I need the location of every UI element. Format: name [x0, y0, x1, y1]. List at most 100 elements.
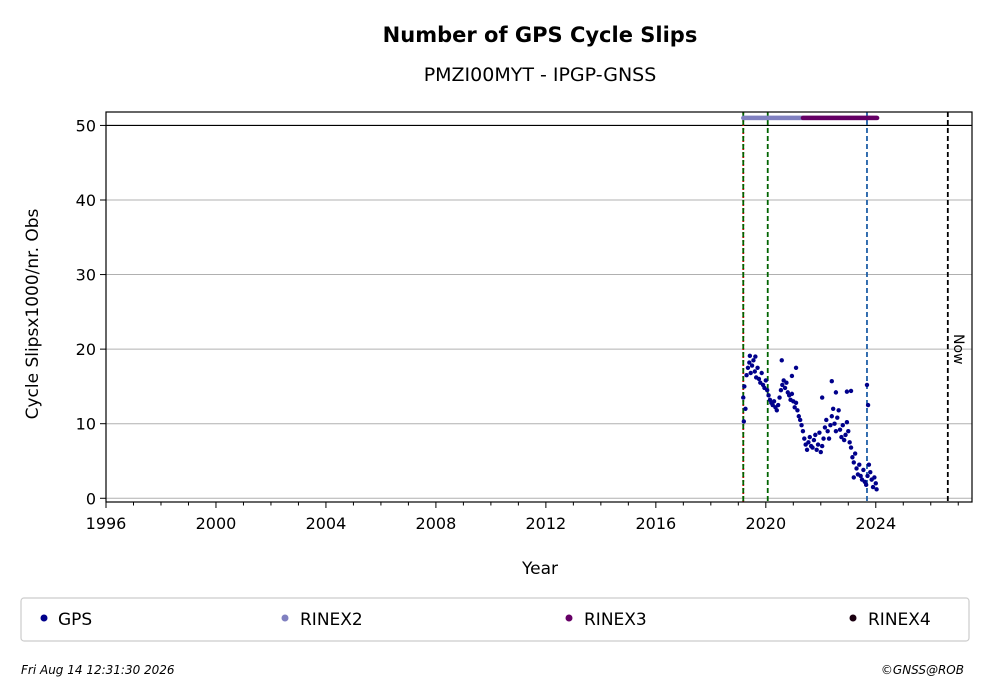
- legend-item-rinex3: RINEX3: [565, 610, 647, 630]
- point-gps: [814, 447, 819, 453]
- point-gps: [852, 451, 858, 456]
- x-tick-label: 1996: [86, 514, 127, 533]
- point-gps: [763, 378, 769, 383]
- point-gps: [759, 370, 764, 376]
- point-gps: [744, 373, 749, 378]
- point-gps: [806, 440, 811, 445]
- point-gps: [828, 422, 833, 428]
- legend-label-rinex3: RINEX3: [584, 610, 647, 630]
- point-gps: [843, 432, 848, 438]
- point-gps: [795, 408, 800, 413]
- point-gps: [782, 385, 788, 391]
- y-gridlines: [106, 124, 972, 499]
- x-tick-label: 2020: [745, 514, 786, 533]
- point-gps: [865, 402, 871, 408]
- point-gps: [784, 380, 789, 385]
- point-gps: [858, 473, 863, 479]
- point-gps: [836, 408, 841, 413]
- point-gps: [863, 482, 869, 488]
- legend-item-rinex2: RINEX2: [281, 610, 363, 630]
- point-gps: [771, 399, 777, 404]
- point-gps: [748, 370, 753, 376]
- point-gps: [850, 455, 855, 460]
- point-gps: [811, 437, 817, 443]
- point-gps: [829, 378, 834, 384]
- point-gps: [743, 406, 748, 411]
- legend-marker-rinex2: [281, 614, 289, 622]
- point-gps: [742, 384, 747, 389]
- x-axis-label: Year: [521, 559, 558, 579]
- point-gps: [851, 475, 856, 480]
- legend-item-gps: GPS: [40, 610, 92, 630]
- chart-title: Number of GPS Cycle Slips: [383, 23, 698, 47]
- point-gps: [815, 442, 821, 447]
- y-tick-label: 40: [76, 191, 96, 210]
- legend-marker-rinex4: [849, 614, 857, 622]
- point-gps: [821, 436, 826, 441]
- point-gps: [822, 425, 828, 430]
- point-gps: [747, 360, 752, 365]
- y-tick-label: 30: [76, 266, 96, 285]
- y-tick-label: 20: [76, 340, 96, 359]
- point-gps: [797, 417, 803, 423]
- legend-marker-gps: [40, 614, 48, 622]
- point-gps: [830, 406, 836, 411]
- x-tick-label: 2004: [306, 514, 347, 533]
- legend-label-rinex4: RINEX4: [868, 610, 931, 630]
- point-gps: [826, 436, 832, 441]
- point-gps: [841, 437, 847, 443]
- point-gps: [844, 420, 850, 425]
- point-gps: [846, 428, 851, 434]
- y-tick-label: 50: [76, 116, 96, 135]
- point-gps: [840, 422, 845, 428]
- point-gps: [873, 481, 878, 486]
- point-gps: [832, 421, 837, 426]
- point-gps: [741, 395, 746, 400]
- point-rinex3: [874, 115, 880, 121]
- point-gps: [799, 422, 804, 428]
- x-tick-label: 2016: [635, 514, 676, 533]
- point-gps: [789, 391, 795, 397]
- footer-credit: ©GNSS@ROB: [881, 663, 964, 677]
- point-gps: [857, 462, 862, 467]
- point-gps: [793, 400, 799, 406]
- point-gps: [866, 462, 872, 467]
- point-gps: [777, 395, 782, 400]
- footer-timestamp: Fri Aug 14 12:31:30 2026: [21, 663, 175, 677]
- point-gps: [766, 393, 771, 398]
- point-gps: [752, 369, 758, 374]
- y-axis: 0 10 20 30 40 50: [76, 116, 106, 508]
- point-gps: [802, 436, 807, 441]
- point-gps: [864, 382, 870, 388]
- legend-marker-rinex3: [565, 614, 573, 622]
- point-gps: [825, 428, 830, 434]
- point-gps: [774, 408, 780, 413]
- point-gps: [792, 405, 797, 410]
- point-gps: [755, 365, 760, 370]
- legend-item-rinex4: RINEX4: [849, 610, 931, 630]
- point-gps: [819, 395, 825, 400]
- point-gps: [751, 358, 756, 363]
- point-gps: [778, 387, 784, 393]
- legend-label-rinex2: RINEX2: [300, 610, 363, 630]
- point-gps: [793, 365, 799, 370]
- point-gps: [800, 428, 806, 434]
- point-gps: [851, 460, 856, 465]
- point-gps: [848, 445, 854, 450]
- point-gps: [837, 427, 843, 432]
- point-gps: [868, 469, 873, 475]
- point-gps: [861, 467, 866, 473]
- point-gps: [865, 473, 870, 479]
- plot-frame: [105, 111, 973, 503]
- point-gps: [810, 445, 815, 450]
- legend-box: [20, 597, 970, 642]
- x-tick-label: 2000: [196, 514, 237, 533]
- point-gps: [833, 390, 839, 395]
- point-gps: [789, 373, 795, 379]
- point-gps: [872, 475, 877, 480]
- data-points: [741, 115, 880, 492]
- point-gps: [796, 414, 801, 419]
- point-gps: [824, 417, 829, 423]
- point-gps: [749, 363, 755, 368]
- point-gps: [848, 388, 854, 394]
